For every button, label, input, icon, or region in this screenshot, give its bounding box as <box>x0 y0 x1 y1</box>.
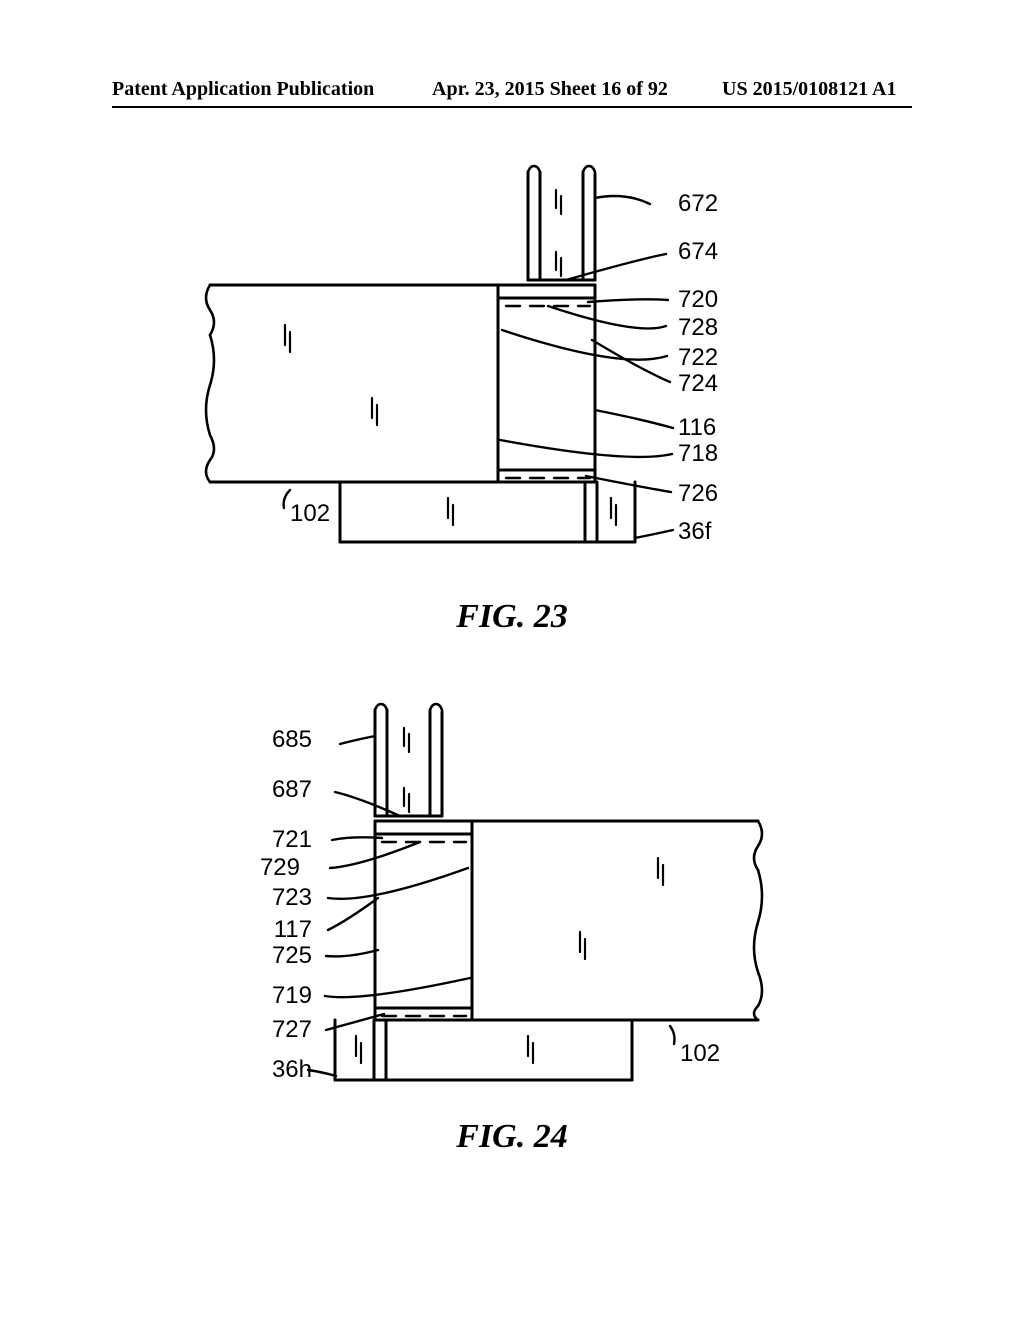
ref-726: 726 <box>678 480 718 508</box>
ref-116: 116 <box>678 414 716 442</box>
ref-102-fig24: 102 <box>680 1040 720 1068</box>
ref-672: 672 <box>678 190 718 218</box>
fig23-caption: FIG. 23 <box>0 598 1024 636</box>
header-right: US 2015/0108121 A1 <box>722 78 896 101</box>
fig24-caption: FIG. 24 <box>0 1118 1024 1156</box>
ref-724: 724 <box>678 370 718 398</box>
fig23-drawing <box>190 160 710 580</box>
ref-674: 674 <box>678 238 718 266</box>
ref-727: 727 <box>252 1016 312 1044</box>
ref-728: 728 <box>678 314 718 342</box>
ref-721: 721 <box>252 826 312 854</box>
header-left: Patent Application Publication <box>112 78 374 101</box>
ref-719: 719 <box>252 982 312 1010</box>
ref-722: 722 <box>678 344 718 372</box>
header-center: Apr. 23, 2015 Sheet 16 of 92 <box>432 78 668 101</box>
ref-685: 685 <box>252 726 312 754</box>
header-rule <box>112 106 912 108</box>
ref-687: 687 <box>252 776 312 804</box>
ref-36h: 36h <box>252 1056 312 1084</box>
patent-page: Patent Application Publication Apr. 23, … <box>0 0 1024 1320</box>
ref-102-fig23: 102 <box>290 500 330 528</box>
ref-723: 723 <box>252 884 312 912</box>
ref-720: 720 <box>678 286 718 314</box>
ref-36f: 36f <box>678 518 711 546</box>
ref-718: 718 <box>678 440 718 468</box>
ref-729: 729 <box>240 854 300 882</box>
ref-117: 117 <box>252 916 312 944</box>
ref-725: 725 <box>252 942 312 970</box>
